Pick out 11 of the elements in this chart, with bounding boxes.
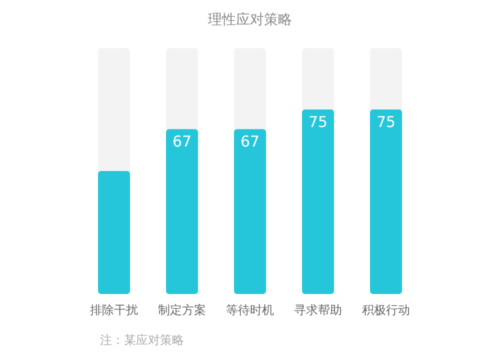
x-tick-label: 等待时机 bbox=[226, 303, 274, 317]
data-label: 75 bbox=[308, 113, 328, 131]
x-tick-label: 积极行动 bbox=[362, 303, 410, 317]
x-tick-label: 寻求帮助 bbox=[294, 303, 342, 317]
x-tick-label: 排除干扰 bbox=[90, 303, 138, 317]
chart-title: 理性应对策略 bbox=[208, 12, 292, 28]
data-label: 67 bbox=[172, 132, 192, 151]
data-label: 67 bbox=[240, 132, 260, 151]
data-label: 75 bbox=[376, 113, 396, 131]
x-tick-label: 制定方案 bbox=[158, 303, 206, 317]
text: 注：某应对策略 bbox=[100, 333, 184, 347]
